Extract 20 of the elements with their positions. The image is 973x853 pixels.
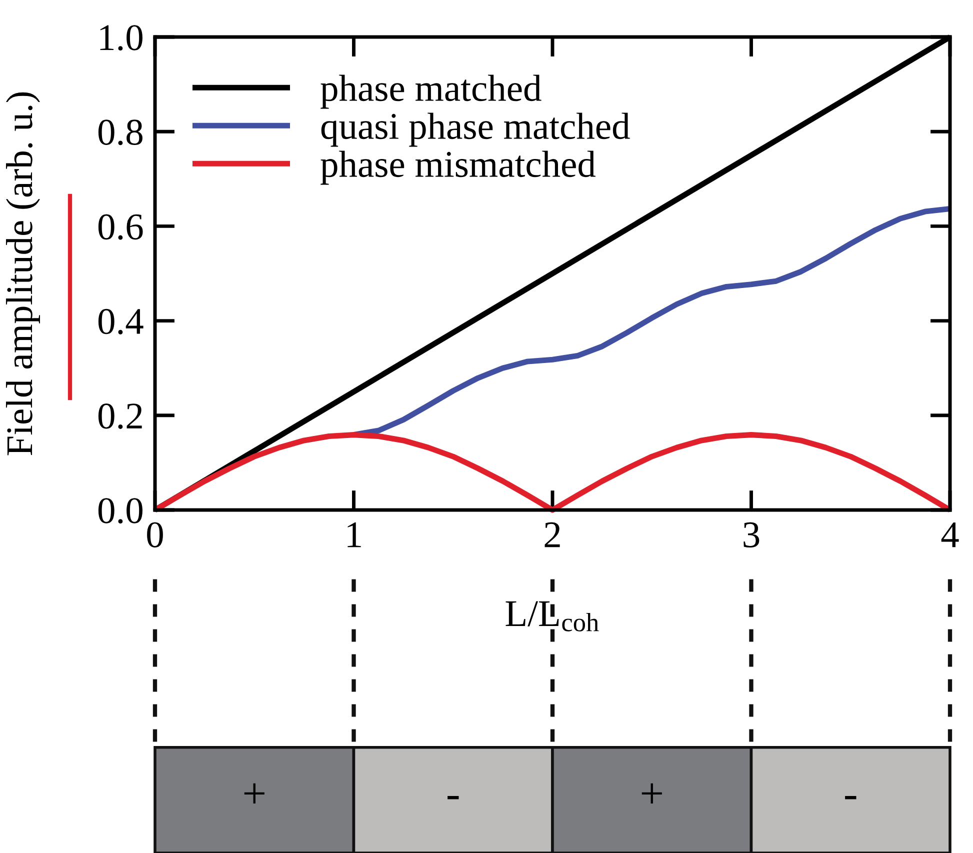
y-tick-label: 1.0 xyxy=(100,25,142,51)
y-tick-label: 0.4 xyxy=(98,308,144,334)
legend-label: phase matched xyxy=(320,74,542,109)
x-tick-label: 3 xyxy=(744,522,760,548)
y-tick-label: 0.2 xyxy=(98,403,142,429)
text: - xyxy=(448,796,459,800)
text: + xyxy=(244,783,264,804)
y-tick-label: 0.8 xyxy=(98,120,142,146)
legend-label: quasi phase matched xyxy=(321,112,630,147)
y-axis-title: Field amplitude (arb. u.) xyxy=(6,92,40,456)
legend-label: phase mismatched xyxy=(320,150,596,185)
x-tick-label: 4 xyxy=(941,522,959,548)
x-axis-title: L/L$_{coh}$ xyxy=(506,601,599,632)
text: + xyxy=(642,783,662,804)
y-tick-label: 0.0 xyxy=(98,498,142,524)
x-tick-label: 1 xyxy=(348,522,361,548)
y-tick-label: 0.6 xyxy=(98,214,143,240)
x-tick-label: 0 xyxy=(147,522,163,548)
text: - xyxy=(845,796,856,800)
x-tick-label: 2 xyxy=(544,522,560,548)
